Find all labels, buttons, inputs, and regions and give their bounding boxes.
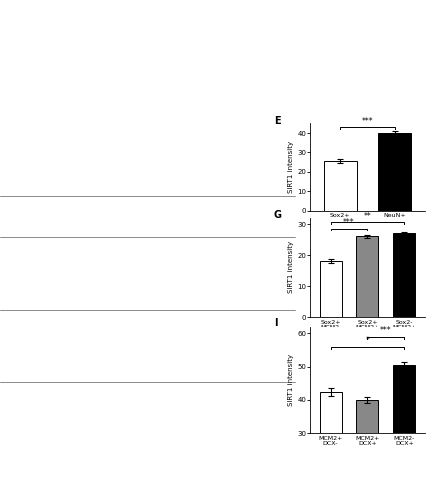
Bar [378,133,410,211]
Text: B: B [142,2,148,12]
Bar [392,233,415,317]
Bar [319,392,341,484]
Text: C: C [2,196,8,205]
Text: G: G [273,210,281,220]
Bar [356,400,378,484]
Text: *: * [365,336,369,346]
Text: E: E [273,117,280,126]
Y-axis label: SIRT1 intensity: SIRT1 intensity [288,354,294,406]
Bar [356,236,378,317]
Bar [319,261,341,317]
Y-axis label: SIRT1 intensity: SIRT1 intensity [288,141,294,193]
Y-axis label: SIRT1 intensity: SIRT1 intensity [288,242,294,293]
Text: D: D [2,237,9,246]
Text: ***: *** [361,117,372,126]
Text: ***: *** [342,218,354,227]
Text: I: I [273,318,276,328]
Text: F: F [2,310,8,319]
Text: **: ** [363,212,370,221]
Text: A: A [2,2,9,12]
Text: H: H [2,382,9,392]
Bar [392,365,415,484]
Text: ***: *** [379,326,391,335]
Bar [323,161,356,211]
